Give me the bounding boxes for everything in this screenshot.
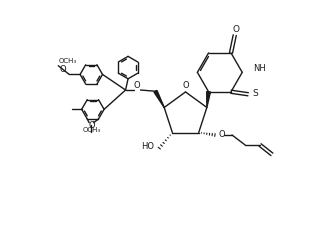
Text: HO: HO — [141, 142, 154, 151]
Text: OCH₃: OCH₃ — [82, 127, 100, 133]
Text: OCH₃: OCH₃ — [59, 58, 77, 64]
Text: O: O — [133, 81, 140, 90]
Text: O: O — [182, 81, 189, 90]
Text: S: S — [252, 89, 258, 98]
Text: NH: NH — [253, 64, 266, 73]
Text: O: O — [232, 25, 239, 34]
Polygon shape — [154, 90, 164, 107]
Text: O: O — [88, 121, 94, 130]
Polygon shape — [207, 92, 210, 107]
Text: O: O — [219, 130, 226, 139]
Text: O: O — [59, 65, 66, 74]
